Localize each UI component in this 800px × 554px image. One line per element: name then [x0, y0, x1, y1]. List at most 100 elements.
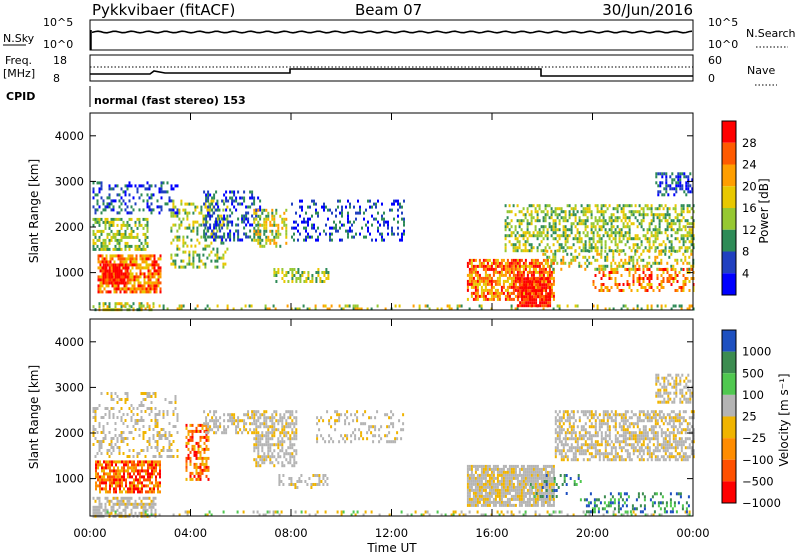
data-cell: [106, 263, 109, 267]
data-cell: [636, 234, 639, 238]
data-cell: [124, 223, 127, 227]
data-cell: [516, 267, 519, 271]
data-cell: [658, 219, 661, 223]
data-cell: [520, 264, 523, 268]
data-cell: [474, 288, 477, 292]
data-cell: [267, 214, 270, 218]
data-cell: [317, 235, 319, 239]
data-cell: [194, 244, 197, 248]
data-cell: [522, 213, 525, 217]
data-cell: [596, 222, 599, 226]
data-cell: [574, 304, 577, 308]
data-cell: [101, 466, 103, 470]
data-cell: [514, 243, 517, 247]
data-cell: [213, 196, 216, 200]
cpid-label: CPID: [6, 90, 35, 103]
data-cell: [672, 264, 675, 268]
data-cell: [646, 240, 649, 244]
data-cell: [384, 434, 387, 438]
data-cell: [209, 419, 212, 423]
data-cell: [318, 419, 321, 423]
data-cell: [141, 487, 143, 491]
data-cell: [634, 234, 637, 238]
data-cell: [478, 261, 481, 265]
data-cell: [470, 276, 473, 280]
nsky-series: [91, 30, 693, 34]
data-cell: [92, 241, 95, 245]
data-cell: [560, 234, 563, 238]
data-cell: [95, 463, 97, 467]
data-cell: [251, 431, 254, 435]
data-cell: [253, 428, 256, 432]
data-cell: [626, 216, 629, 220]
data-cell: [661, 181, 664, 185]
data-cell: [200, 223, 203, 227]
data-cell: [124, 302, 127, 306]
data-cell: [162, 190, 165, 194]
data-cell: [119, 469, 121, 473]
data-cell: [548, 270, 551, 274]
data-cell: [542, 216, 545, 220]
data-cell: [305, 211, 307, 215]
data-cell: [137, 478, 139, 482]
data-cell: [104, 511, 107, 515]
data-cell: [133, 281, 136, 285]
data-cell: [172, 199, 175, 203]
data-cell: [598, 252, 601, 256]
data-cell: [102, 437, 105, 440]
data-cell: [112, 208, 115, 212]
data-cell: [130, 508, 133, 512]
data-cell: [612, 513, 615, 517]
data-cell: [145, 287, 148, 291]
data-cell: [340, 510, 343, 514]
data-cell: [397, 202, 399, 206]
data-cell: [151, 281, 154, 285]
data-cell: [137, 472, 139, 476]
data-cell: [420, 513, 423, 517]
data-cell: [108, 226, 111, 230]
data-cell: [574, 207, 577, 211]
data-cell: [648, 280, 651, 283]
data-cell: [117, 284, 120, 288]
data-cell: [602, 264, 605, 268]
data-cell: [482, 282, 485, 286]
data-cell: [94, 235, 97, 239]
data-cell: [194, 250, 197, 254]
data-cell: [224, 217, 227, 221]
vel-core-early: [95, 460, 161, 494]
data-cell: [249, 422, 252, 426]
data-cell: [278, 474, 281, 477]
data-cell: [482, 261, 485, 265]
data-cell: [126, 502, 129, 506]
data-cell: [506, 510, 509, 514]
data-cell: [604, 222, 607, 226]
data-cell: [101, 266, 104, 270]
data-cell: [318, 480, 321, 483]
data-cell: [478, 282, 481, 286]
data-cell: [216, 256, 219, 260]
data-cell: [170, 184, 173, 188]
data-cell: [628, 237, 631, 241]
data-cell: [600, 213, 603, 217]
data-cell: [512, 246, 515, 250]
data-cell: [159, 460, 161, 464]
data-cell: [224, 250, 227, 254]
data-cell: [500, 258, 503, 262]
data-cell: [672, 228, 675, 232]
data-cell: [184, 211, 187, 215]
data-cell: [141, 284, 144, 288]
data-cell: [504, 246, 507, 250]
vel-evening-grey: [466, 464, 555, 507]
data-cell: [219, 235, 222, 239]
data-cell: [153, 290, 156, 294]
data-cell: [102, 202, 105, 206]
data-cell: [174, 259, 177, 263]
data-cell: [358, 437, 361, 441]
data-cell: [662, 240, 665, 244]
data-cell: [532, 273, 535, 277]
data-cell: [343, 223, 345, 227]
data-cell: [237, 190, 240, 194]
data-cell: [527, 289, 530, 293]
data-cell: [158, 513, 161, 517]
data-cell: [106, 499, 109, 503]
